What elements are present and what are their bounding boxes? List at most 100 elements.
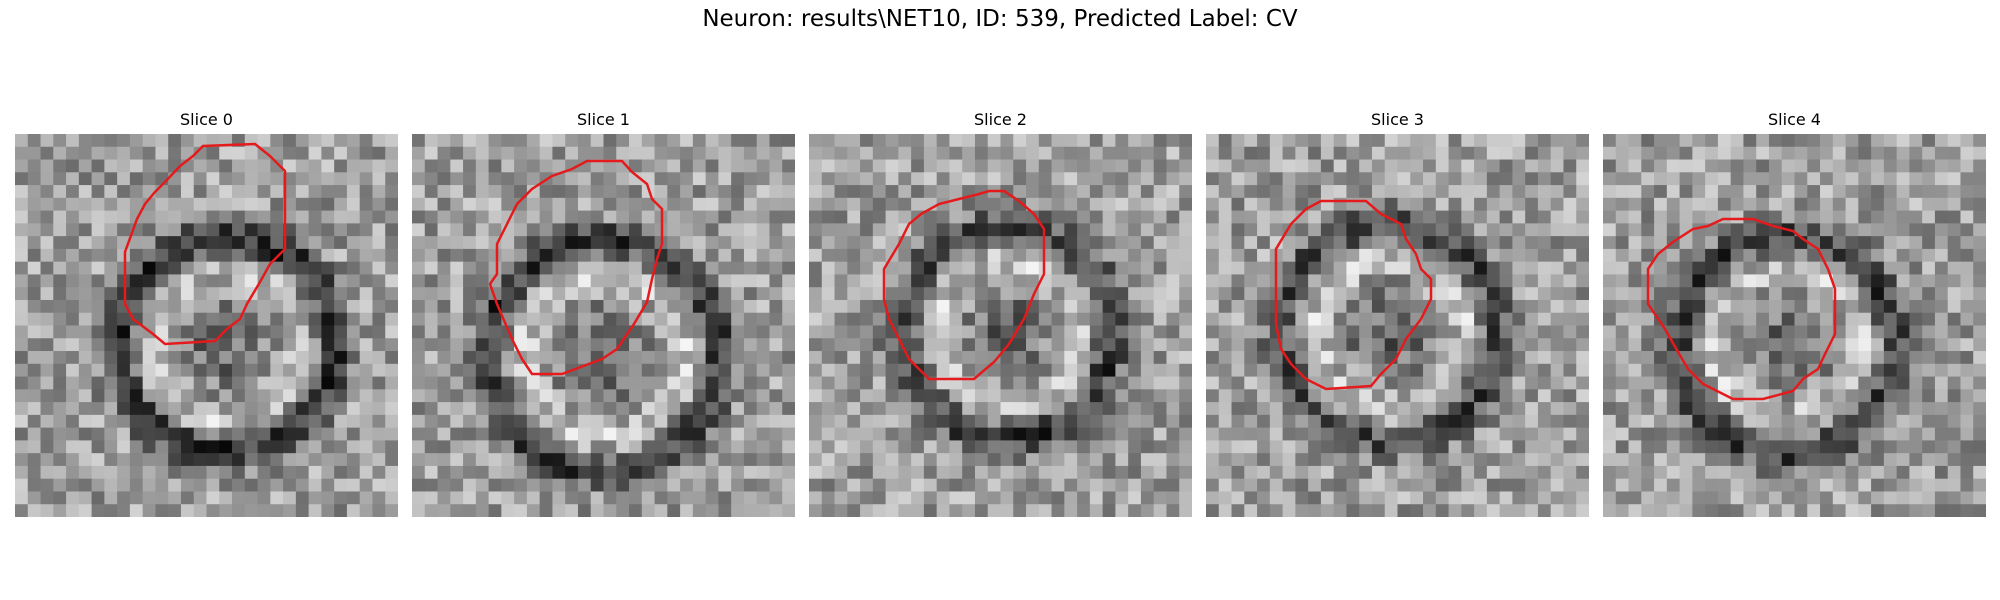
image-pixel	[1051, 236, 1065, 250]
image-pixel	[1820, 427, 1834, 441]
image-pixel	[936, 491, 951, 505]
image-pixel	[1179, 236, 1192, 250]
image-pixel	[526, 134, 541, 148]
image-pixel	[1461, 427, 1475, 441]
image-pixel	[244, 223, 259, 237]
image-pixel	[321, 363, 335, 378]
image-pixel	[1051, 223, 1065, 237]
image-pixel	[1179, 210, 1192, 224]
image-pixel	[743, 287, 758, 301]
image-pixel	[1435, 325, 1450, 339]
image-pixel	[1922, 223, 1936, 237]
image-pixel	[1883, 236, 1898, 250]
image-pixel	[718, 172, 732, 186]
slice-0-title: Slice 0	[180, 110, 233, 129]
image-pixel	[142, 274, 157, 288]
image-pixel	[1423, 172, 1437, 186]
image-pixel	[616, 299, 630, 314]
image-pixel	[616, 146, 630, 161]
image-pixel	[860, 134, 874, 148]
image-pixel	[91, 465, 105, 480]
image-pixel	[872, 376, 887, 390]
image-pixel	[718, 338, 732, 352]
image-pixel	[1730, 248, 1745, 263]
image-pixel	[1960, 376, 1974, 390]
image-pixel	[1461, 185, 1475, 199]
image-pixel	[705, 287, 719, 301]
image-pixel	[680, 491, 694, 505]
image-pixel	[1615, 185, 1630, 199]
image-pixel	[898, 453, 912, 467]
image-pixel	[1308, 185, 1322, 199]
image-pixel	[821, 465, 836, 480]
image-pixel	[346, 312, 361, 327]
image-pixel	[1499, 414, 1513, 429]
image-pixel	[385, 338, 398, 352]
image-pixel	[1922, 389, 1936, 403]
image-pixel	[1371, 351, 1386, 365]
image-pixel	[974, 504, 989, 517]
image-pixel	[1705, 427, 1719, 441]
image-pixel	[1743, 185, 1757, 199]
image-pixel	[1666, 134, 1681, 148]
image-pixel	[974, 465, 989, 480]
image-pixel	[1282, 185, 1296, 199]
image-pixel	[782, 172, 795, 186]
image-pixel	[1641, 223, 1655, 237]
image-pixel	[769, 274, 783, 288]
image-pixel	[949, 491, 963, 505]
image-pixel	[1474, 351, 1488, 365]
image-pixel	[692, 389, 707, 403]
image-pixel	[769, 376, 783, 390]
image-pixel	[437, 274, 451, 288]
image-pixel	[1525, 504, 1539, 517]
image-pixel	[590, 440, 605, 454]
image-pixel	[1064, 248, 1078, 263]
image-pixel	[180, 453, 195, 467]
image-pixel	[27, 312, 42, 327]
image-pixel	[782, 389, 795, 403]
image-pixel	[308, 197, 322, 212]
image-pixel	[346, 172, 361, 186]
image-pixel	[654, 427, 668, 441]
image-pixel	[104, 210, 118, 224]
image-pixel	[1333, 338, 1348, 352]
image-pixel	[1179, 172, 1192, 186]
image-pixel	[424, 351, 439, 365]
image-pixel	[1397, 299, 1411, 314]
image-pixel	[885, 440, 899, 454]
image-pixel	[834, 414, 848, 429]
image-pixel	[1218, 504, 1233, 517]
image-pixel	[782, 504, 795, 517]
image-pixel	[475, 146, 490, 161]
image-pixel	[321, 414, 335, 429]
image-pixel	[1397, 287, 1411, 301]
image-pixel	[91, 504, 105, 517]
image-pixel	[769, 338, 783, 352]
image-pixel	[539, 223, 554, 237]
image-pixel	[359, 248, 374, 263]
image-pixel	[565, 185, 579, 199]
image-pixel	[603, 338, 617, 352]
image-pixel	[78, 325, 93, 339]
image-pixel	[1038, 287, 1053, 301]
image-pixel	[936, 453, 951, 467]
image-pixel	[193, 465, 208, 480]
image-pixel	[1474, 287, 1488, 301]
image-pixel	[193, 223, 208, 237]
image-pixel	[1089, 185, 1104, 199]
image-pixel	[1218, 172, 1233, 186]
image-pixel	[1934, 504, 1949, 517]
image-pixel	[1371, 172, 1386, 186]
image-pixel	[15, 491, 29, 505]
image-pixel	[53, 453, 67, 467]
image-pixel	[193, 376, 208, 390]
image-pixel	[1705, 185, 1719, 199]
image-pixel	[66, 236, 80, 250]
image-pixel	[1410, 185, 1424, 199]
image-pixel	[206, 185, 220, 199]
image-pixel	[1320, 172, 1335, 186]
image-pixel	[1858, 338, 1872, 352]
image-pixel	[1883, 504, 1898, 517]
image-pixel	[872, 478, 887, 493]
